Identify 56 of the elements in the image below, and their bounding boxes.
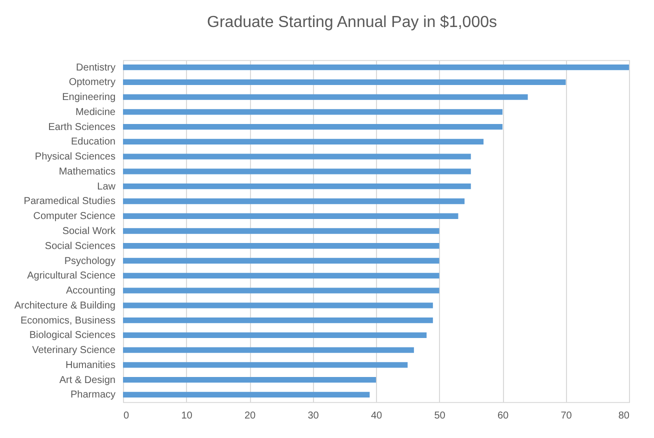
bar — [123, 124, 502, 130]
bar — [123, 198, 465, 204]
x-tick-label: 50 — [434, 410, 446, 422]
x-tick-label: 20 — [244, 410, 256, 422]
y-tick-label: Economics, Business — [20, 315, 116, 326]
bar — [123, 288, 440, 294]
y-tick-label: Psychology — [64, 256, 116, 267]
y-tick-label: Biological Sciences — [29, 330, 116, 342]
y-tick-label: Social Sciences — [44, 240, 116, 252]
y-tick-label: Accounting — [66, 286, 116, 297]
y-tick-label: Law — [97, 181, 116, 192]
bar — [123, 392, 370, 398]
x-tick-label: 0 — [124, 410, 130, 422]
x-tick-label: 70 — [560, 410, 572, 422]
bar — [123, 168, 471, 174]
y-tick-label: Mathematics — [58, 166, 116, 178]
bar — [123, 376, 376, 383]
y-tick-label: Optometry — [68, 77, 116, 88]
bar — [123, 258, 440, 264]
y-tick-label: Physical Sciences — [34, 152, 116, 163]
y-tick-label: Education — [71, 136, 116, 148]
bar — [123, 184, 471, 190]
y-tick-label: Agricultural Science — [27, 270, 116, 282]
bar — [123, 272, 440, 278]
y-tick-label: Computer Science — [33, 211, 116, 222]
bar — [123, 243, 440, 249]
bar — [123, 317, 433, 324]
y-tick-label: Veterinary Science — [32, 345, 116, 356]
bar — [123, 347, 414, 353]
x-tick-label: 60 — [497, 410, 509, 422]
bar — [123, 213, 458, 219]
chart-title: Graduate Starting Annual Pay in $1,000s — [207, 14, 497, 31]
y-tick-label: Architecture & Building — [14, 300, 116, 312]
x-tick-label: 10 — [181, 410, 193, 422]
y-tick-label: Art & Design — [59, 374, 116, 386]
bar — [123, 154, 471, 160]
bar — [123, 362, 408, 368]
bar — [123, 79, 566, 86]
x-tick-label: 40 — [370, 410, 382, 422]
bar — [123, 228, 440, 234]
y-tick-label: Dentistry — [76, 62, 116, 74]
y-tick-label: Social Work — [62, 226, 116, 237]
y-tick-label: Pharmacy — [70, 390, 116, 401]
y-tick-label: Humanities — [65, 360, 116, 371]
y-tick-label: Medicine — [75, 106, 116, 118]
bar — [123, 94, 528, 100]
x-tick-label: 30 — [308, 410, 320, 422]
bar — [123, 64, 629, 70]
bar — [123, 302, 433, 308]
y-tick-label: Paramedical Studies — [24, 196, 116, 208]
bar — [123, 109, 502, 115]
x-tick-label: 80 — [618, 410, 630, 422]
y-tick-label: Engineering — [62, 92, 116, 104]
y-tick-label: Earth Sciences — [48, 122, 116, 133]
bar — [123, 332, 427, 338]
bar — [123, 138, 484, 145]
